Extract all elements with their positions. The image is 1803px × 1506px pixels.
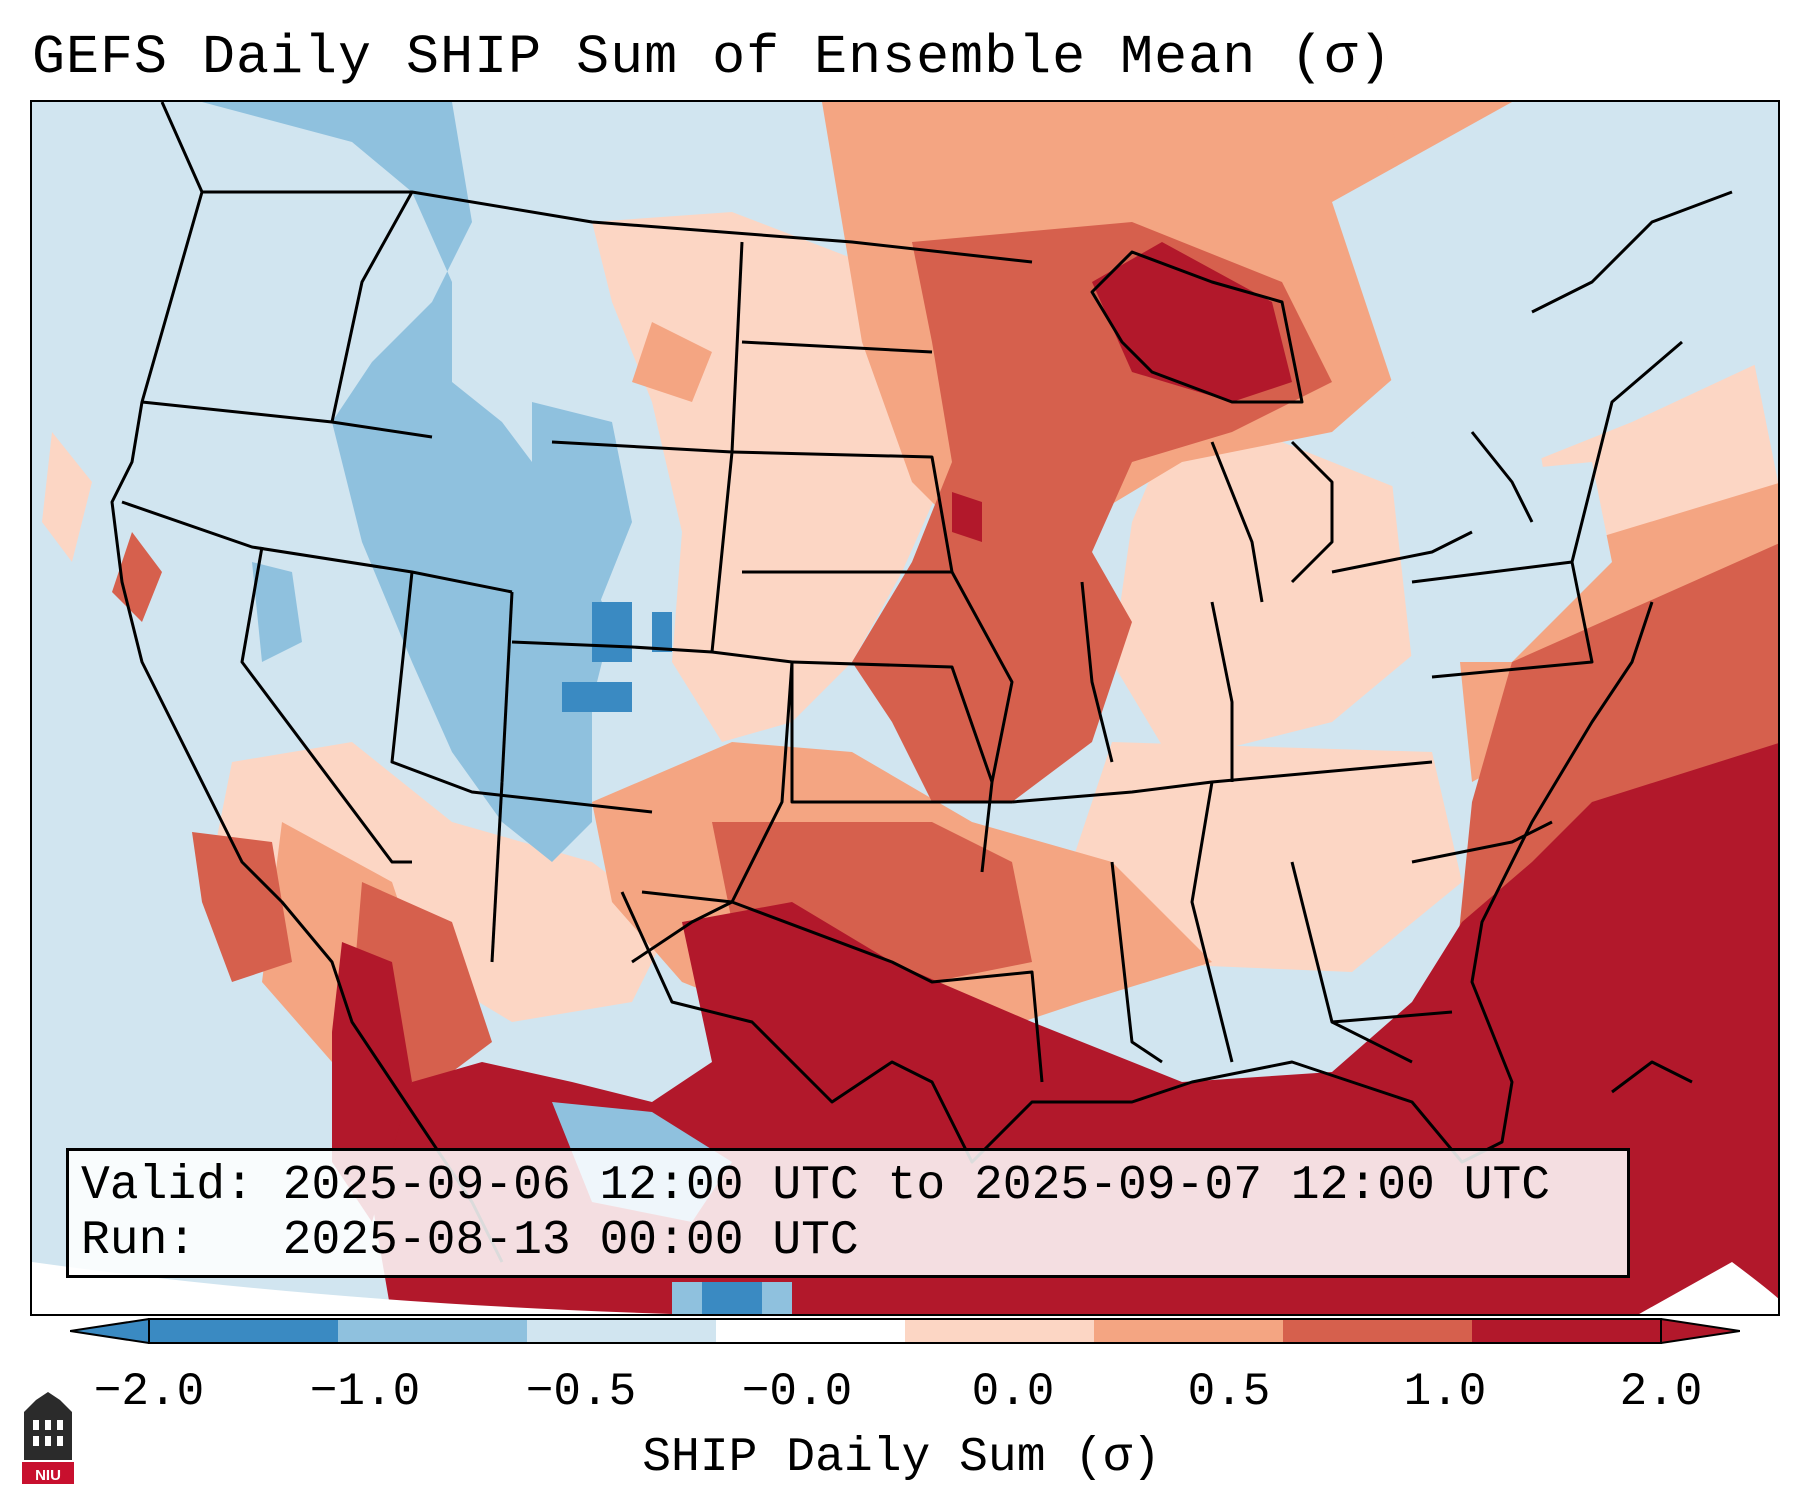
ship-anomaly-map [32,102,1778,1314]
colorbar-tick-label: −0.0 [741,1366,853,1418]
run-info-box: Valid: 2025-09-06 12:00 UTC to 2025-09-0… [66,1148,1630,1278]
colorbar-ticks: −2.0 −1.0 −0.5 −0.0 0.0 0.5 1.0 2.0 [0,1366,1803,1426]
run-value: 2025-08-13 00:00 UTC [282,1214,859,1268]
field-strong-blue [562,602,762,1314]
domain-edge [32,1262,673,1314]
colorbar-segment [1094,1319,1284,1343]
map-panel [30,100,1780,1316]
field-light-blue-ne [1332,102,1778,662]
niu-logo: NIU [22,1392,74,1484]
valid-label: Valid: [81,1159,254,1213]
colorbar-tick-label: −1.0 [309,1366,421,1418]
colorbar-segment [149,1319,339,1343]
colorbar-segment [338,1319,528,1343]
colorbar [70,1318,1740,1344]
colorbar-segment [1283,1319,1473,1343]
field-light-red [42,212,1778,1022]
colorbar-tick-label: −2.0 [93,1366,205,1418]
page-title: GEFS Daily SHIP Sum of Ensemble Mean (σ) [32,26,1393,89]
colorbar-label: SHIP Daily Sum (σ) [642,1431,1161,1485]
colorbar-segment [1472,1319,1662,1343]
colorbar-segment [527,1319,717,1343]
run-label: Run: [81,1214,197,1268]
colorbar-tick-label: −0.5 [525,1366,637,1418]
colorbar-tick-label: 0.5 [1187,1366,1271,1418]
colorbar-extend-high [1660,1318,1740,1344]
valid-value: 2025-09-06 12:00 UTC to 2025-09-07 12:00… [282,1159,1551,1213]
colorbar-tick-label: 2.0 [1619,1366,1703,1418]
colorbar-tick-label: 1.0 [1403,1366,1487,1418]
colorbar-segment [905,1319,1095,1343]
logo-text: NIU [35,1467,61,1484]
colorbar-extend-low [70,1318,150,1344]
colorbar-segments [70,1318,1740,1344]
colorbar-segment [716,1319,906,1343]
political-boundaries [110,102,1733,1263]
colorbar-tick-label: 0.0 [971,1366,1055,1418]
